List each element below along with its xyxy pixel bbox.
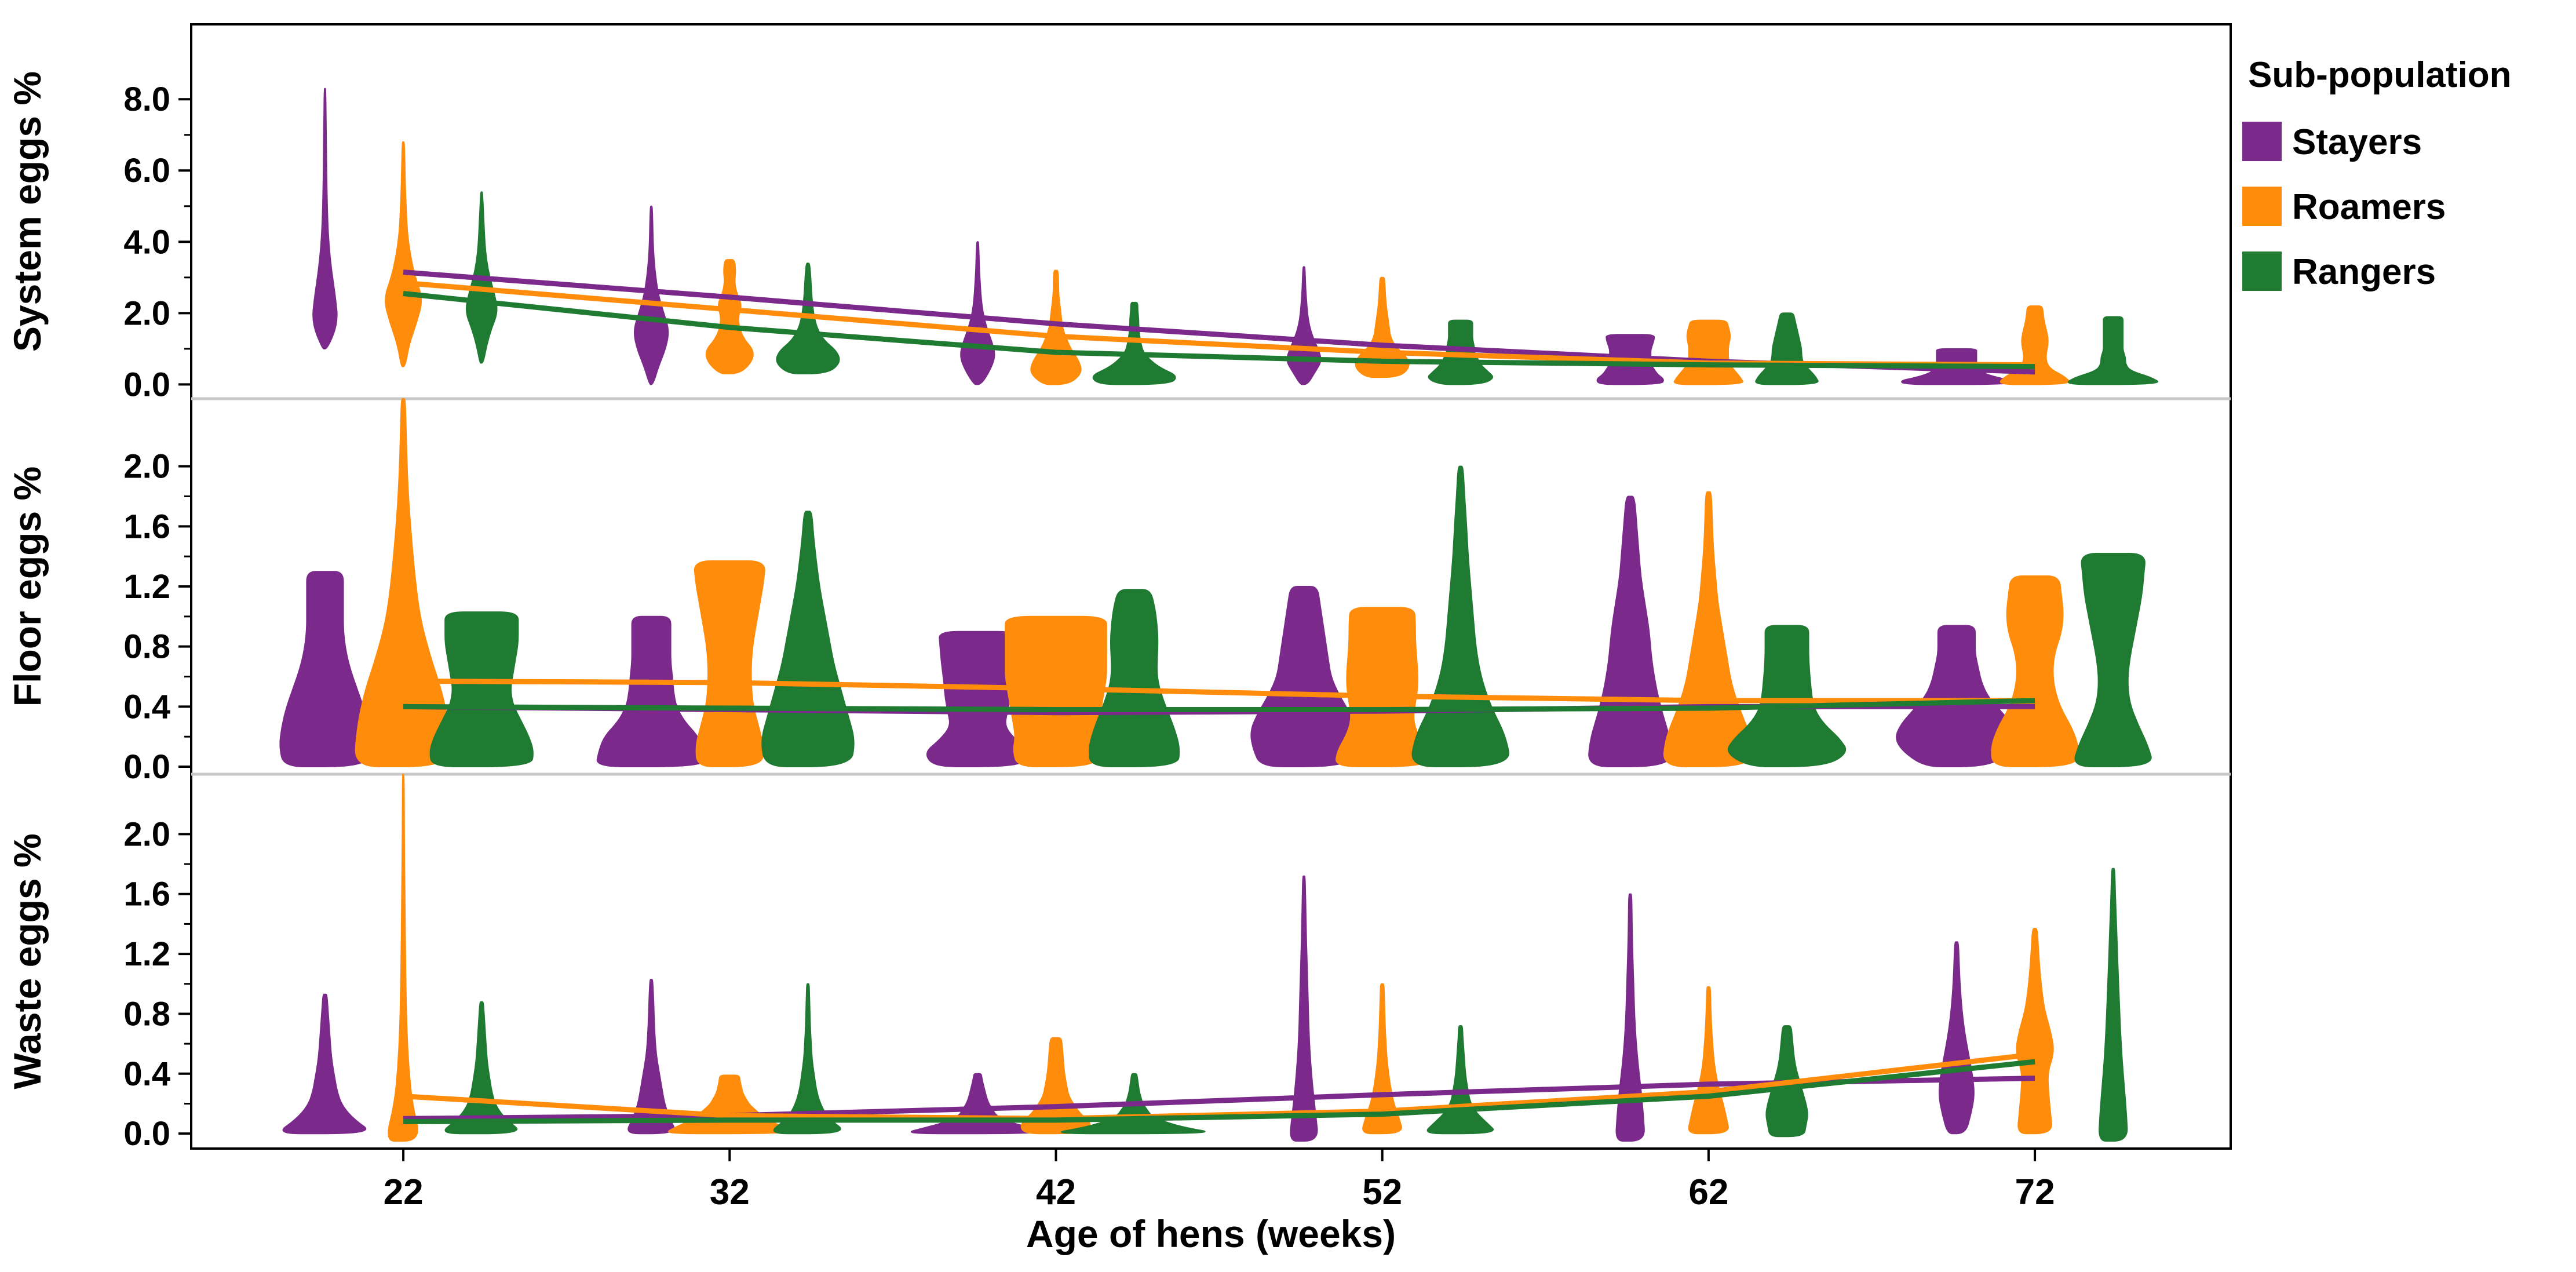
x-tick-label: 32	[710, 1172, 750, 1212]
x-tick-label: 22	[384, 1172, 424, 1212]
violin-stayers-52	[1290, 875, 1318, 1142]
y-axis-label: Waste eggs %	[6, 833, 49, 1089]
y-tick-label: 1.2	[123, 568, 170, 606]
violin-roamers-22	[355, 398, 452, 767]
x-tick-label: 72	[2015, 1172, 2055, 1212]
trend-line-roamers	[403, 678, 2035, 704]
trend-line-rangers	[403, 291, 2035, 370]
panel-1: 0.0 2.0 4.0 6.0 8.0 System eggs %	[6, 71, 2159, 403]
violin-roamers-32	[694, 560, 765, 767]
violin-stayers-22	[282, 993, 367, 1135]
violin-roamers-22	[388, 774, 418, 1142]
x-tick-label: 42	[1036, 1172, 1076, 1212]
panels: 0.0 2.0 4.0 6.0 8.0 System eggs % 0.0 0.4 0.8 1.2…	[6, 71, 2231, 1153]
y-tick-label: 2.0	[123, 294, 170, 332]
violin-stayers-42	[910, 1073, 1043, 1135]
violin-rangers-22	[429, 611, 534, 767]
y-tick-label: 2.0	[123, 815, 170, 853]
legend-label-stayers: Stayers	[2292, 122, 2422, 162]
violin-stayers-22	[312, 88, 338, 349]
violin-rangers-72	[2099, 868, 2128, 1142]
violin-stayers-62	[1615, 893, 1645, 1142]
y-tick-label: 0.4	[123, 688, 170, 726]
y-tick-label: 1.6	[123, 508, 170, 545]
y-tick-label: 0.0	[123, 366, 170, 403]
violin-rangers-62	[1727, 625, 1847, 767]
y-tick-label: 1.6	[123, 876, 170, 913]
y-axis-label: Floor eggs %	[6, 466, 49, 706]
x-tick-label: 52	[1362, 1172, 1402, 1212]
violin-roamers-32	[705, 259, 754, 374]
y-tick-label: 0.0	[123, 748, 170, 786]
y-tick-label: 8.0	[123, 81, 170, 118]
y-tick-label: 4.0	[123, 223, 170, 261]
violin-rangers-32	[773, 983, 841, 1135]
violin-rangers-52	[1411, 465, 1509, 767]
trend-line-rangers	[403, 1059, 2035, 1124]
violin-stayers-32	[627, 978, 675, 1135]
violin-roamers-42	[1030, 269, 1082, 385]
violin-roamers-22	[385, 141, 422, 367]
panel-3: 0.0 0.4 0.8 1.2 1.6 2.0 Waste eggs %	[6, 772, 2231, 1153]
y-tick-label: 1.2	[123, 935, 170, 973]
violin-stayers-42	[926, 630, 1029, 767]
y-tick-label: 0.8	[123, 995, 170, 1033]
trend-line-rangers	[403, 698, 2035, 712]
legend: Sub-population Stayers Roamers Rangers	[2242, 55, 2512, 292]
legend-label-rangers: Rangers	[2292, 252, 2436, 292]
y-tick-label: 0.8	[123, 628, 170, 666]
y-tick-label: 0.0	[123, 1115, 170, 1153]
x-tick-label: 62	[1688, 1172, 1728, 1212]
panel-2: 0.0 0.4 0.8 1.2 1.6 2.0 Floor eggs %	[6, 397, 2231, 786]
y-tick-label: 2.0	[123, 448, 170, 486]
plot-background	[190, 23, 2232, 1150]
legend-swatch-roamers	[2242, 187, 2282, 226]
y-tick-label: 0.4	[123, 1055, 170, 1093]
legend-items: Stayers Roamers Rangers	[2242, 122, 2446, 292]
violin-rangers-72	[2074, 553, 2152, 767]
legend-swatch-rangers	[2242, 252, 2282, 291]
violin-rangers-72	[2067, 316, 2159, 385]
x-axis: 22 32 42 52 62 72	[384, 1149, 2055, 1212]
y-axis-label: System eggs %	[6, 71, 49, 352]
violin-rangers-52	[1426, 1025, 1494, 1135]
x-axis-label: Age of hens (weeks)	[1026, 1212, 1396, 1255]
y-tick-label: 6.0	[123, 152, 170, 189]
violin-rangers-22	[444, 1001, 518, 1135]
legend-label-roamers: Roamers	[2292, 187, 2446, 227]
violin-roamers-72	[1999, 305, 2070, 385]
legend-swatch-stayers	[2242, 122, 2282, 161]
legend-title: Sub-population	[2248, 55, 2512, 95]
violin-stayers-32	[596, 615, 706, 767]
